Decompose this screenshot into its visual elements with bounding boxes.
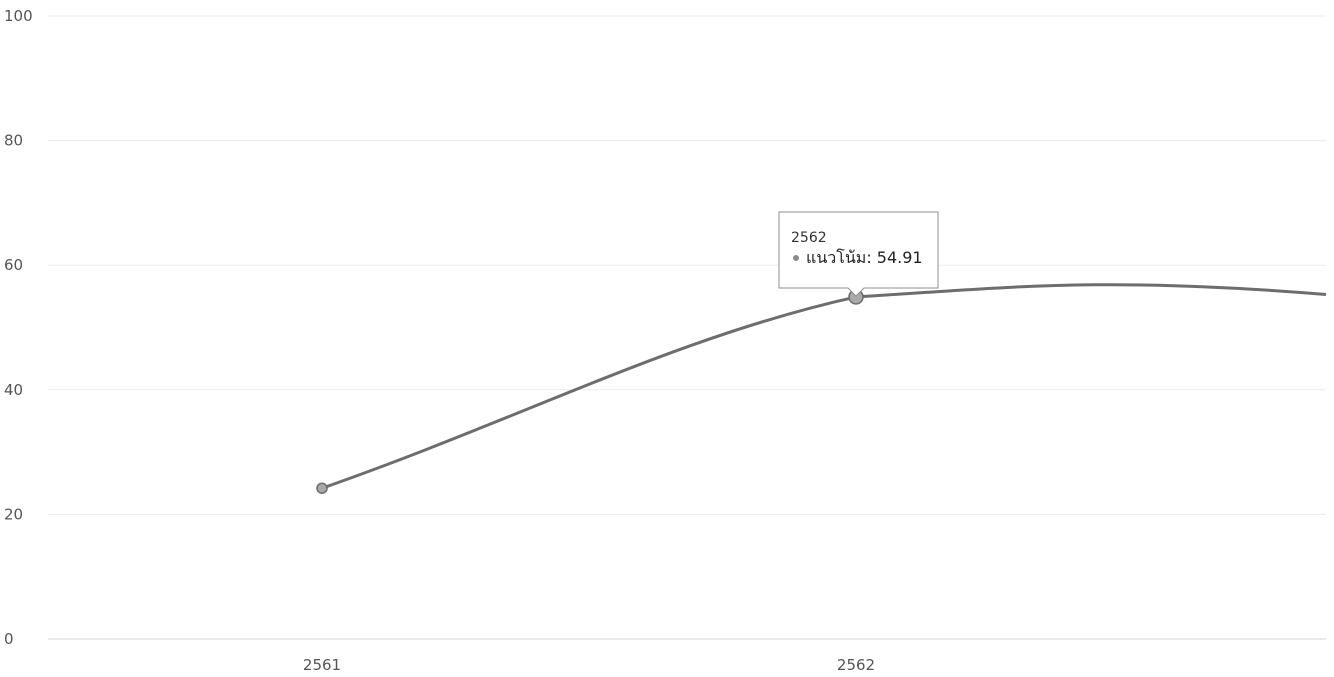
series-line	[322, 285, 1326, 489]
x-axis-ticks: 2561 2562	[303, 656, 875, 674]
y-tick-label: 60	[4, 256, 23, 274]
tooltip-title: 2562	[791, 230, 827, 246]
y-tick-label: 40	[4, 381, 23, 399]
x-tick-label: 2562	[837, 656, 875, 674]
data-point[interactable]	[317, 483, 327, 493]
y-tick-label: 0	[4, 630, 14, 648]
x-tick-label: 2561	[303, 656, 341, 674]
tooltip-series-dot	[793, 255, 799, 261]
tooltip-label: แนวโน้ม: 54.91	[806, 248, 923, 267]
y-tick-label: 20	[4, 505, 23, 523]
series-layer	[317, 285, 1326, 494]
y-axis-ticks: 0 20 40 60 80 100	[4, 7, 33, 648]
grid-lines	[48, 16, 1326, 639]
y-tick-label: 100	[4, 7, 33, 25]
tooltip: 2562 แนวโน้ม: 54.91	[779, 212, 938, 296]
y-tick-label: 80	[4, 132, 23, 150]
